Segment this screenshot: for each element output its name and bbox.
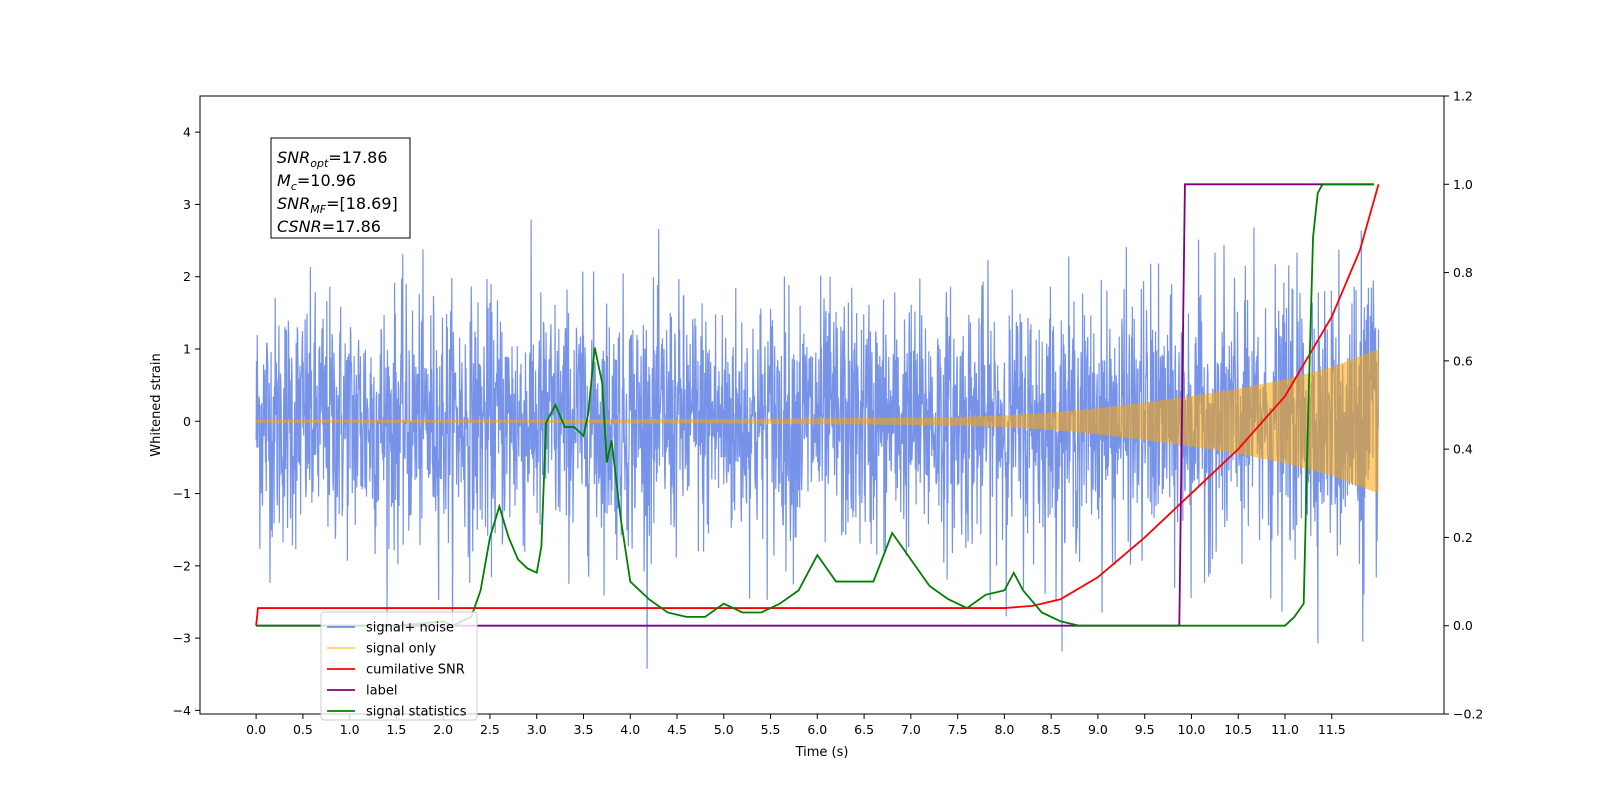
x-tick-label: 6.0 (807, 722, 827, 737)
x-axis-label: Time (s) (795, 745, 849, 760)
series-layer (255, 183, 1380, 669)
y-left-tick-label: −2 (173, 558, 191, 573)
x-tick-label: 5.0 (714, 722, 734, 737)
x-tick-label: 2.5 (480, 722, 500, 737)
x-tick-label: 4.0 (620, 722, 640, 737)
annotation-box: SNRopt=17.86Mc=10.96SNRMF=[18.69]CSNR=17… (270, 137, 411, 239)
legend-label: label (366, 684, 397, 699)
x-tick-label: 11.5 (1318, 722, 1346, 737)
x-tick-label: 0.5 (293, 722, 313, 737)
x-tick-label: 8.5 (1041, 722, 1061, 737)
x-tick-label: 5.5 (761, 722, 781, 737)
y-left-tick-label: −3 (173, 631, 191, 646)
x-tick-label: 7.0 (901, 722, 921, 737)
x-tick-label: 3.0 (527, 722, 547, 737)
y-right-tick-label: 1.0 (1453, 177, 1473, 192)
series-cumulative-snr (255, 184, 1380, 626)
y-left-tick-label: 2 (183, 269, 191, 284)
y-left-tick-label: 0 (183, 414, 191, 429)
x-tick-label: 2.0 (433, 722, 453, 737)
annotation-line: SNRopt=17.86 (277, 148, 388, 170)
y-axis-left: 4 3 2 1 0 −1 −2 −3 −4 (173, 125, 200, 718)
x-tick-label: 1.5 (386, 722, 406, 737)
x-tick-label: 10.5 (1224, 722, 1252, 737)
y-left-tick-label: 4 (183, 125, 191, 140)
legend-frame (320, 611, 478, 721)
legend-label: signal+ noise (366, 621, 454, 636)
series-signal-statistics (256, 183, 1374, 627)
series-label (256, 183, 1374, 627)
series-signal-only (255, 348, 1380, 494)
y-right-tick-label: −0.2 (1453, 707, 1483, 722)
annotation-line: SNRMF=[18.69] (277, 194, 398, 216)
plot-frame (199, 95, 1445, 715)
x-tick-label: 10.0 (1178, 722, 1206, 737)
annotation-line: CSNR=17.86 (277, 217, 381, 236)
x-axis: 0.0 0.5 1.0 1.5 2.0 2.5 3.0 3.5 4.0 4.5 5.0 5.5 6.0 6… (246, 714, 1346, 737)
x-tick-label: 3.5 (574, 722, 594, 737)
x-tick-label: 1.0 (340, 722, 360, 737)
y-right-tick-label: 0.8 (1453, 265, 1473, 280)
y-left-tick-label: 1 (183, 341, 191, 356)
x-tick-label: 9.0 (1088, 722, 1108, 737)
y-right-tick-label: 1.2 (1453, 89, 1473, 104)
y-right-tick-label: 0.6 (1453, 353, 1473, 368)
y-left-tick-label: −4 (173, 703, 191, 718)
x-tick-label: 9.5 (1135, 722, 1155, 737)
x-tick-label: 4.5 (667, 722, 687, 737)
y-axis-right: 1.2 1.0 0.8 0.6 0.4 0.2 0.0 −0.2 (1444, 89, 1483, 722)
y-right-tick-label: 0.0 (1453, 618, 1473, 633)
x-tick-label: 6.5 (854, 722, 874, 737)
y-right-tick-label: 0.4 (1453, 442, 1473, 457)
y-left-tick-label: 3 (183, 197, 191, 212)
x-tick-label: 7.5 (948, 722, 968, 737)
annotation-line: Mc=10.96 (277, 171, 356, 193)
annotation-frame (270, 137, 411, 239)
y-right-tick-label: 0.2 (1453, 530, 1473, 545)
x-tick-label: 0.0 (246, 722, 266, 737)
x-tick-label: 8.0 (994, 722, 1014, 737)
x-tick-label: 11.0 (1271, 722, 1299, 737)
legend-label: signal only (366, 642, 436, 657)
legend: signal+ noise signal only cumilative SNR la… (320, 611, 478, 721)
y-axis-label: Whitened strain (149, 353, 164, 456)
y-left-tick-label: −1 (173, 486, 191, 501)
legend-label: cumilative SNR (366, 663, 465, 678)
legend-label: signal statistics (366, 705, 467, 720)
